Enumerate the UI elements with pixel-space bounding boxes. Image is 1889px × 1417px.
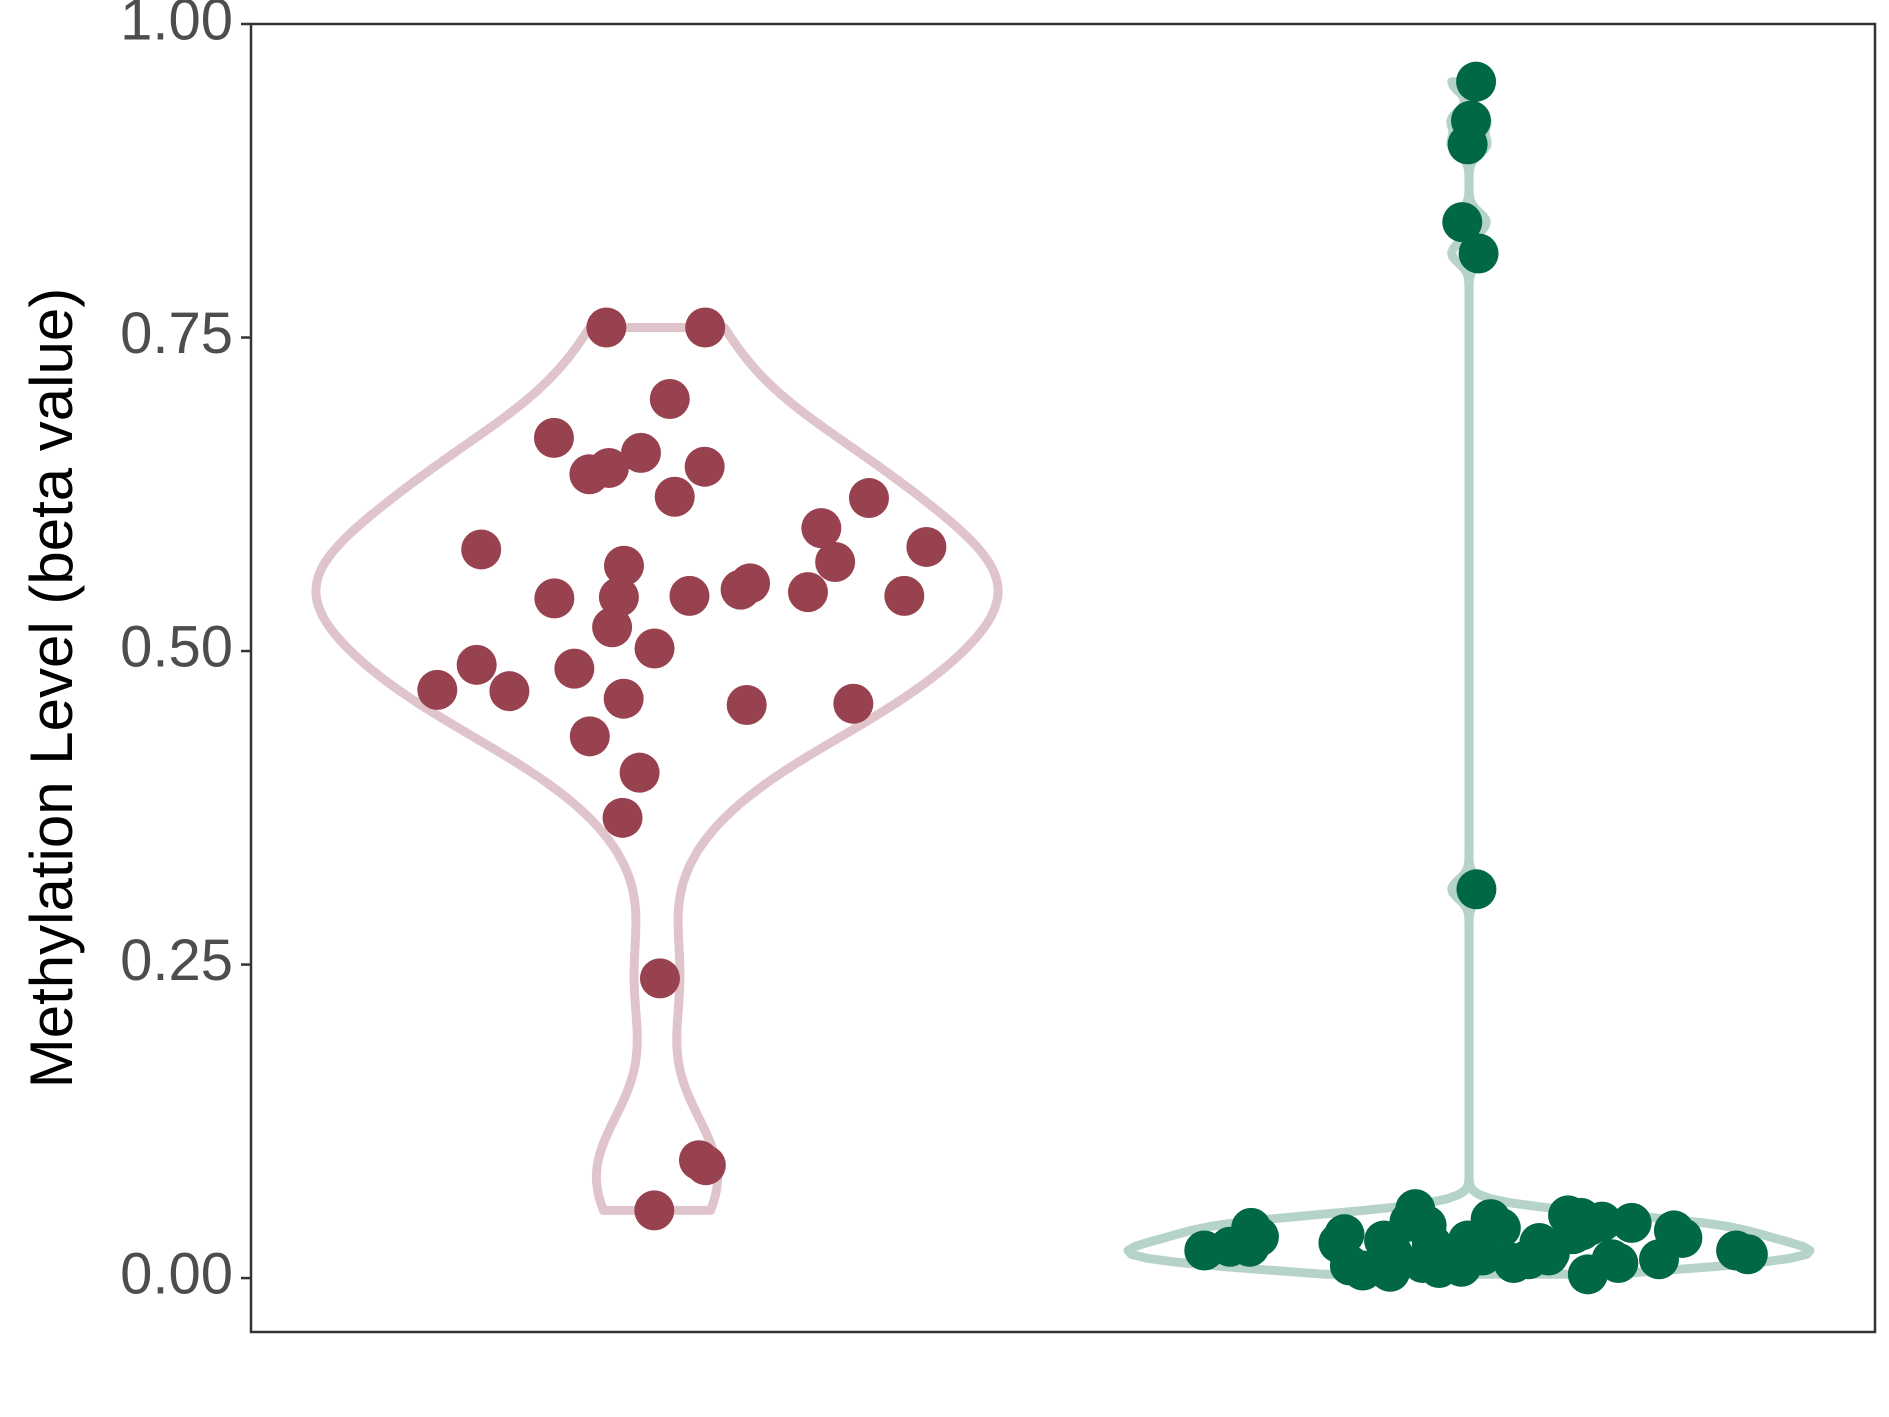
- point: [730, 563, 771, 604]
- point: [456, 644, 497, 685]
- plot-border: [249, 22, 1877, 1334]
- point: [598, 577, 639, 618]
- point: [619, 752, 660, 793]
- point: [1598, 1243, 1639, 1284]
- point: [1318, 1222, 1359, 1263]
- point: [848, 478, 889, 519]
- point: [1442, 202, 1483, 243]
- point: [684, 446, 725, 487]
- point: [1447, 124, 1488, 165]
- point: [649, 378, 690, 419]
- point: [533, 417, 574, 458]
- point: [1727, 1234, 1768, 1275]
- point: [801, 508, 842, 549]
- point: [417, 669, 458, 710]
- point: [678, 1140, 719, 1181]
- point: [489, 671, 530, 712]
- point: [639, 958, 680, 999]
- point: [1561, 1210, 1602, 1251]
- point: [654, 476, 695, 517]
- point: [1458, 233, 1499, 274]
- point: [534, 578, 575, 619]
- point: [1638, 1239, 1679, 1280]
- point: [586, 307, 627, 348]
- point: [1456, 61, 1497, 102]
- y-axis-title: Methylation Level (beta value): [18, 288, 85, 1088]
- point: [1480, 1207, 1521, 1248]
- point: [1611, 1202, 1652, 1243]
- point: [620, 432, 661, 473]
- point: [634, 1190, 675, 1231]
- point: [603, 678, 644, 719]
- point: [1372, 1232, 1413, 1273]
- point: [569, 716, 610, 757]
- y-tick-label: 0.00: [120, 1241, 233, 1306]
- point: [669, 575, 710, 616]
- point: [726, 684, 767, 725]
- point: [554, 648, 595, 689]
- point: [592, 607, 633, 648]
- point: [1411, 1224, 1452, 1265]
- point: [569, 454, 610, 495]
- y-tick-label: 1.00: [120, 0, 233, 52]
- point: [1441, 1246, 1482, 1287]
- point: [1342, 1250, 1383, 1291]
- point: [634, 628, 675, 669]
- point: [685, 307, 726, 348]
- point: [1238, 1216, 1279, 1257]
- point: [602, 797, 643, 838]
- point: [884, 575, 925, 616]
- point: [1529, 1232, 1570, 1273]
- y-tick-label: 0.75: [120, 301, 233, 366]
- point: [461, 529, 502, 570]
- point: [906, 526, 947, 567]
- point: [603, 545, 644, 586]
- point: [1456, 869, 1497, 910]
- point: [833, 683, 874, 724]
- point: [815, 541, 856, 582]
- y-tick-label: 0.50: [120, 614, 233, 679]
- point: [787, 572, 828, 613]
- y-tick-label: 0.25: [120, 928, 233, 993]
